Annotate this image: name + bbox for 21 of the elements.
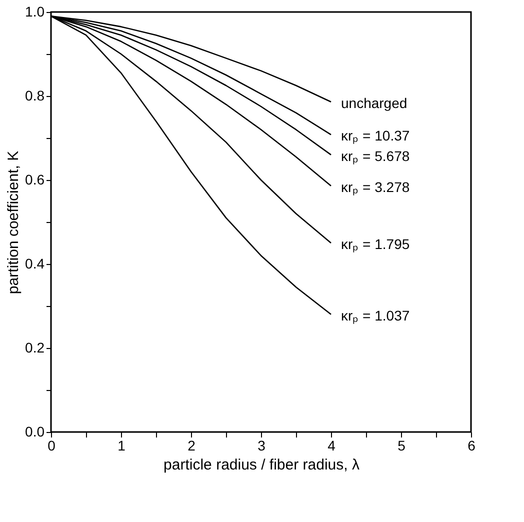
y-tick-label: 0.2	[25, 340, 45, 356]
series-label: κrₚ = 1.037	[341, 307, 410, 324]
x-axis-title: particle radius / fiber radius, λ	[164, 456, 360, 474]
x-tick-label: 3	[258, 438, 266, 454]
y-tick-label: 0.8	[25, 88, 45, 104]
y-axis-title: partition coefficient, K	[5, 150, 22, 294]
x-tick-label: 6	[468, 438, 476, 454]
y-tick-label: 1.0	[25, 4, 45, 20]
series-label: uncharged	[341, 94, 408, 111]
series-label: κrₚ = 5.678	[341, 148, 410, 165]
x-tick-label: 1	[118, 438, 126, 454]
x-tick-label: 2	[188, 438, 196, 454]
y-tick-label: 0.0	[25, 424, 45, 440]
series-label: κrₚ = 3.278	[341, 178, 410, 196]
y-tick-label: 0.6	[25, 172, 45, 188]
series-label: κrₚ = 10.37	[341, 128, 410, 145]
y-tick-label: 0.4	[25, 256, 45, 272]
x-tick-label: 5	[398, 438, 406, 454]
x-tick-label: 4	[328, 438, 336, 454]
x-tick-label: 0	[48, 438, 56, 454]
series-label: κrₚ = 1.795	[341, 236, 410, 253]
